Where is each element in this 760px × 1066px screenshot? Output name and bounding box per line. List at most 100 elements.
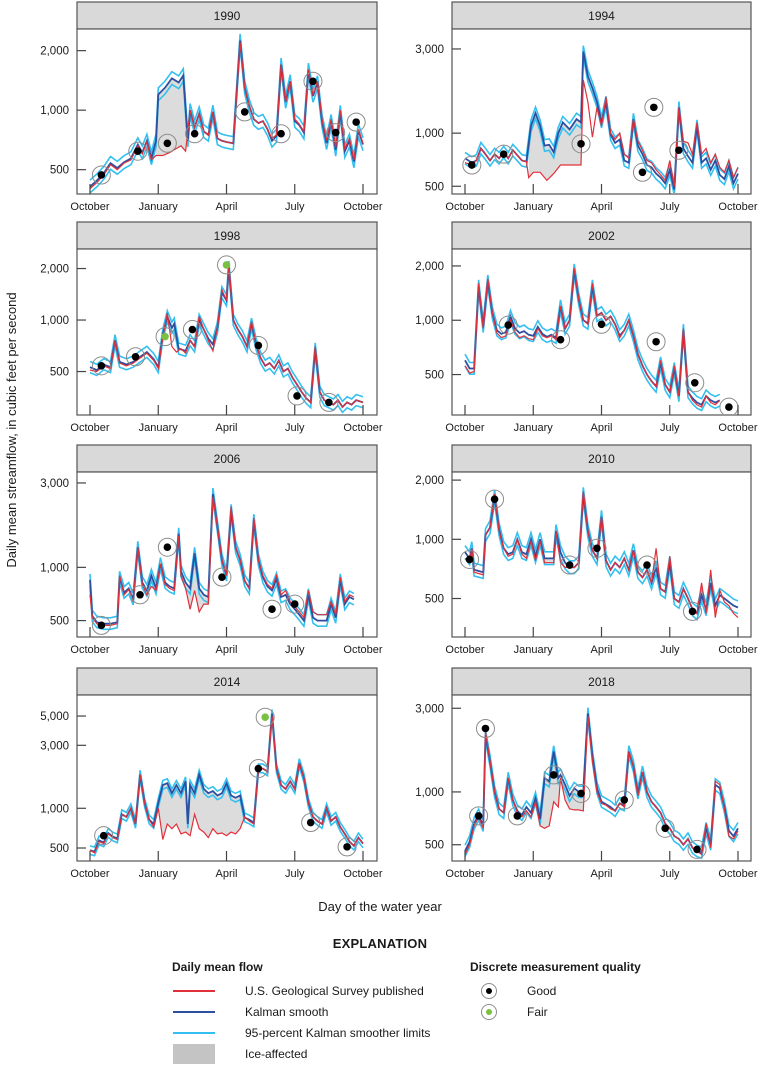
measurement-ring [685,373,705,393]
measurement-dot [136,590,144,599]
x-tick-label: January [139,422,179,434]
y-tick-label: 3,000 [40,478,69,490]
measurement-dot [254,764,263,773]
x-tick-label: January [514,644,554,656]
panel-1994: 1994 500 1,000 3,000 October January April July… [415,1,758,213]
legend-label: Fair [527,1004,548,1019]
measurement-good [248,759,268,779]
measurement-dot [261,713,269,721]
measurement-ring [632,162,652,182]
y-tick-label: 1,000 [40,562,69,574]
measurement-good [287,386,307,406]
measurement-ring [592,314,611,334]
y-tick-label: 500 [50,165,69,177]
legend-item-fair: Fair [470,1001,641,1022]
y-tick-label: 1,000 [40,105,69,117]
measurement-dot [309,77,317,86]
measurement-dot [675,146,683,155]
measurement-ring [571,134,591,154]
measurement-good [587,538,607,558]
measurement-dot [481,724,490,733]
y-tick-label: 1,000 [415,787,444,799]
usgs-published-swatch [173,989,215,992]
measurement-good [494,144,514,164]
panel-title: 2002 [588,229,615,243]
x-tick-label: October [445,422,484,434]
panel-2018: 2018 500 1,000 3,000 October January April July… [415,667,758,880]
measurement-good [685,373,705,393]
kalman-smooth-swatch [173,1010,215,1013]
measurement-dot [490,495,499,503]
measurement-good [91,615,111,635]
x-tick-label: July [660,201,680,213]
legend-heading: EXPLANATION [332,936,428,951]
measurement-ring [337,837,357,857]
panel-header [451,444,752,473]
measurement-good [637,555,657,575]
measurement-dot [161,332,169,341]
y-tick-label: 500 [425,840,444,852]
measurement-dot [190,129,199,138]
measurement-good [644,97,664,117]
x-tick-label: April [215,644,237,656]
x-tick-label: July [285,201,305,213]
measurement-dot [290,600,299,608]
x-tick-label: July [285,644,305,656]
plot-content [89,33,366,193]
measurement-dot [188,325,197,334]
measurement-ring [287,386,307,406]
plot-content [89,487,355,635]
measurement-ring [507,806,527,826]
x-tick-label: April [590,868,612,880]
measurement-dot [465,555,474,564]
measurement-dot [693,845,701,854]
usgs-published-line [464,716,739,856]
legend-label: 95-percent Kalman smoother limits [245,1025,431,1040]
usgs-published-line [89,715,364,854]
y-tick-label: 500 [50,616,69,628]
ice-affected-swatch [173,1043,215,1064]
x-tick-label: October [343,422,382,434]
x-tick-label: January [514,868,554,880]
x-tick-label: January [514,201,554,213]
plot-area [451,28,752,195]
measurement-ring [91,165,111,185]
panel-header [451,221,752,250]
legend-label: Good [527,983,557,998]
measurement-dot [218,573,226,581]
measurement-fair [255,707,275,727]
measurement-ring [498,315,518,335]
panel-header [76,221,378,250]
y-tick-label: 1,000 [40,315,69,327]
measurement-dot [577,789,585,798]
measurement-dot [690,379,699,387]
measurement-ring [346,112,366,132]
legend: EXPLANATION Daily mean flow U.S. Geologi… [0,928,760,1066]
y-tick-label: 2,000 [40,264,69,276]
measurement-good [303,71,323,91]
y-tick-label: 1,000 [415,534,444,546]
measurement-dot [643,561,651,569]
measurement-good [571,134,591,154]
plot-content [462,45,739,193]
measurement-good [262,599,282,619]
measurement-good [560,555,580,575]
plot-content [464,707,739,860]
measurement-dot [277,129,285,138]
measurement-ring [469,806,489,826]
measurement-ring [303,71,323,91]
measurement-good [248,335,268,355]
plot-content [89,255,364,414]
legend-item-usgs-published: U.S. Geological Survey published [172,980,430,1001]
measurement-ring [130,585,150,605]
ice-affected-area [512,531,559,563]
measurement-dot [650,103,658,112]
legend-item-ice-affected: Ice-affected [172,1043,430,1064]
y-tick-label: 500 [50,843,69,855]
legend-item-kalman-limits: 95-percent Kalman smoother limits [172,1022,430,1043]
panel-title: 2018 [588,675,615,689]
measurement-good [319,392,339,412]
legend-item-good: Good [470,980,641,1001]
measurement-good [271,124,291,144]
panel-title: 2006 [214,452,241,466]
